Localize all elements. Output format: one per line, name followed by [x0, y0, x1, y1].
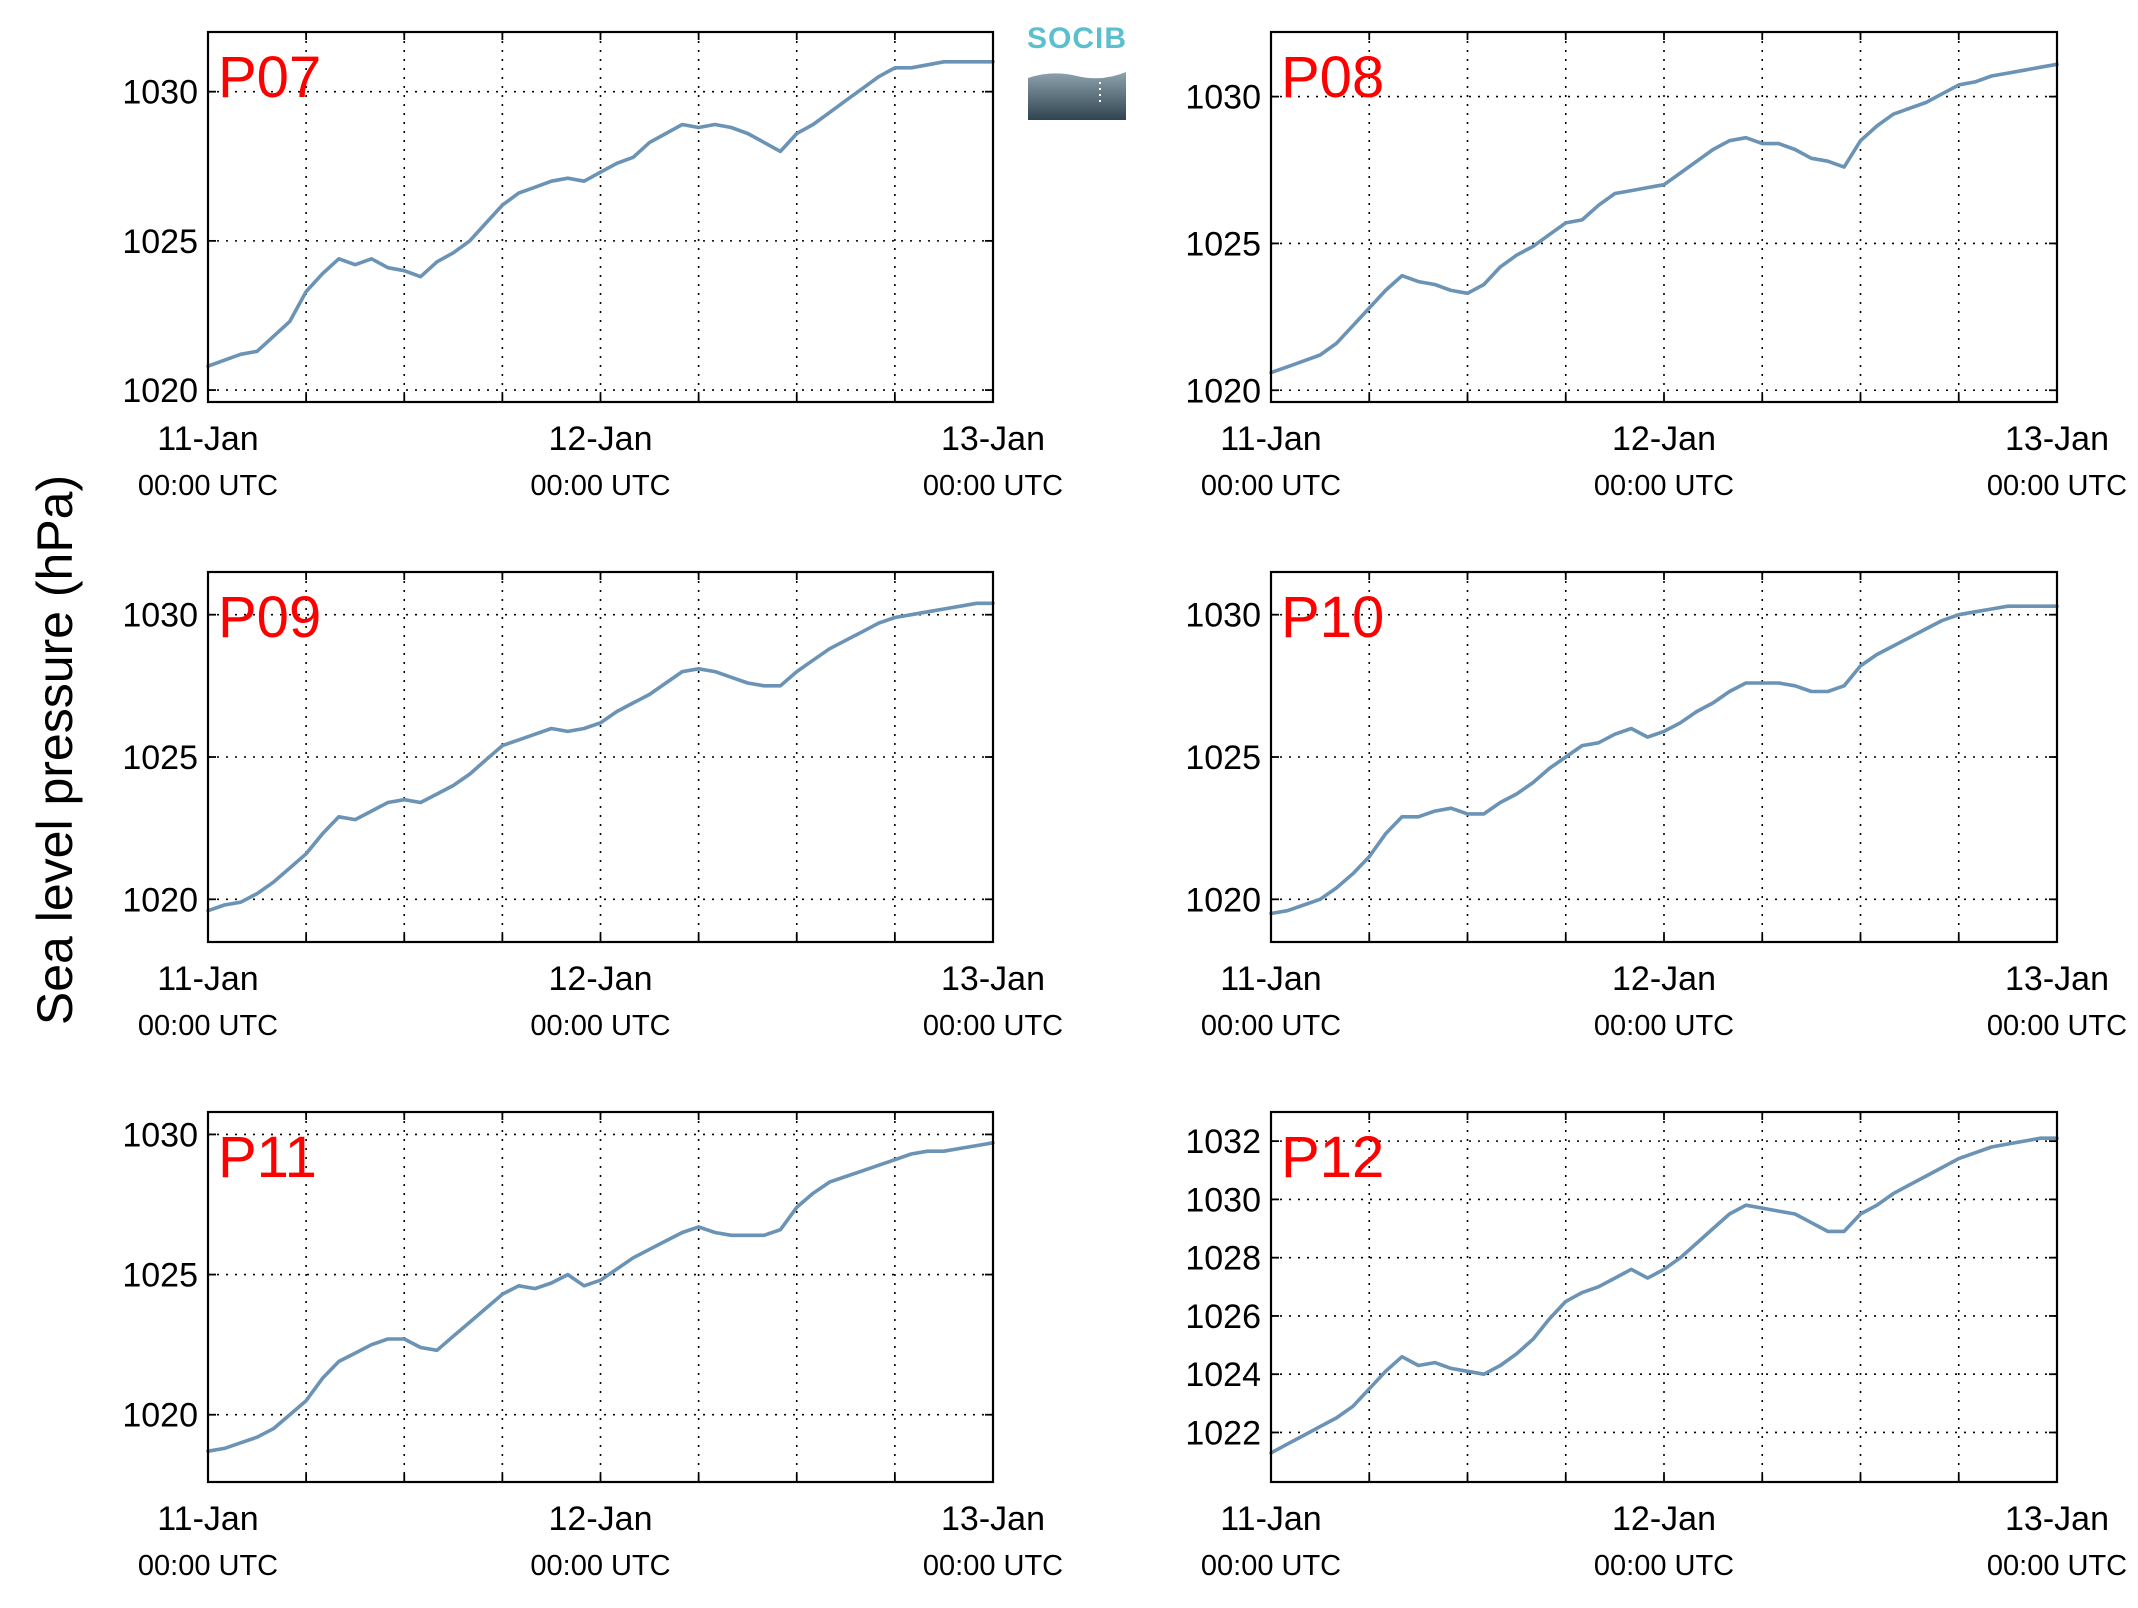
- y-tick-label: 1030: [1185, 597, 1261, 635]
- axes-frame: [1269, 1110, 2059, 1484]
- y-tick-label: 1020: [122, 881, 198, 919]
- x-tick-time-label: 00:00 UTC: [1987, 470, 2127, 502]
- x-tick-date-label: 12-Jan: [1612, 960, 1716, 998]
- y-tick-label: 1020: [122, 372, 198, 410]
- axes-frame: [206, 30, 995, 404]
- x-tick-date-label: 13-Jan: [2005, 1500, 2109, 1538]
- x-tick-time-label: 00:00 UTC: [1987, 1010, 2127, 1042]
- y-tick-label: 1030: [122, 1116, 198, 1154]
- x-tick-time-label: 00:00 UTC: [1201, 1550, 1341, 1582]
- panel-label: P10: [1281, 585, 1384, 650]
- panels: 1020 1025 1030 11-Jan 00:00 UTC 12-Jan 00:00 U…: [122, 30, 2127, 1582]
- x-tick-date-label: 11-Jan: [157, 1500, 258, 1538]
- x-tick-time-label: 00:00 UTC: [138, 1010, 278, 1042]
- logo-text: SOCIB: [1027, 22, 1127, 55]
- x-tick-time-label: 00:00 UTC: [1594, 470, 1734, 502]
- y-tick-label: 1020: [1185, 372, 1261, 410]
- panel-p08: 1020 1025 1030 11-Jan 00:00 UTC 12-Jan 00:00 U…: [1185, 30, 2127, 502]
- x-tick-date-label: 12-Jan: [549, 420, 653, 458]
- y-tick-label: 1020: [1185, 881, 1261, 919]
- y-axis-label: Sea level pressure (hPa): [27, 475, 83, 1025]
- x-tick-time-label: 00:00 UTC: [923, 1550, 1063, 1582]
- y-tick-label: 1032: [1185, 1123, 1261, 1161]
- x-tick-time-label: 00:00 UTC: [138, 1550, 278, 1582]
- y-tick-label: 1030: [1185, 1181, 1261, 1219]
- series-line-p12: [1269, 1136, 2059, 1455]
- x-tick-date-label: 11-Jan: [1220, 1500, 1321, 1538]
- series-line-p07: [206, 60, 995, 368]
- x-tick-date-label: 12-Jan: [1612, 420, 1716, 458]
- series-line-p11: [206, 1141, 995, 1453]
- y-tick-label: 1026: [1185, 1298, 1261, 1336]
- x-tick-time-label: 00:00 UTC: [1594, 1550, 1734, 1582]
- panel-label: P11: [218, 1125, 317, 1190]
- axes-frame: [206, 1110, 995, 1484]
- y-tick-label: 1024: [1185, 1356, 1261, 1394]
- socib-logo: SOCIB: [1027, 22, 1127, 120]
- y-tick-label: 1025: [122, 739, 198, 777]
- axes-frame: [1269, 570, 2059, 944]
- x-tick-time-label: 00:00 UTC: [138, 470, 278, 502]
- axes-frame: [206, 570, 995, 944]
- axes-frame: [1269, 30, 2059, 404]
- y-tick-label: 1025: [122, 1257, 198, 1295]
- x-tick-time-label: 00:00 UTC: [530, 1010, 670, 1042]
- y-tick-label: 1030: [1185, 79, 1261, 117]
- panel-p09: 1020 1025 1030 11-Jan 00:00 UTC 12-Jan 00:00 U…: [122, 570, 1063, 1042]
- x-tick-time-label: 00:00 UTC: [1594, 1010, 1734, 1042]
- x-tick-date-label: 13-Jan: [941, 960, 1045, 998]
- series-line-p08: [1269, 62, 2059, 375]
- x-tick-date-label: 12-Jan: [549, 960, 653, 998]
- y-tick-label: 1030: [122, 597, 198, 635]
- y-tick-label: 1022: [1185, 1414, 1261, 1452]
- series-line-p10: [1269, 604, 2059, 916]
- panel-p11: 1020 1025 1030 11-Jan 00:00 UTC 12-Jan 00:00 U…: [122, 1110, 1063, 1582]
- x-tick-date-label: 12-Jan: [1612, 1500, 1716, 1538]
- x-tick-date-label: 11-Jan: [157, 420, 258, 458]
- x-tick-date-label: 12-Jan: [549, 1500, 653, 1538]
- x-tick-date-label: 13-Jan: [2005, 960, 2109, 998]
- x-tick-time-label: 00:00 UTC: [1201, 1010, 1341, 1042]
- panel-p12: 1022 1024 1026 1028 1030 1032 11-Jan 00:00 UTC 1…: [1185, 1110, 2127, 1582]
- y-tick-label: 1025: [122, 223, 198, 261]
- x-tick-time-label: 00:00 UTC: [1201, 470, 1341, 502]
- x-tick-date-label: 11-Jan: [1220, 960, 1321, 998]
- logo-mark: [1028, 72, 1126, 120]
- panel-label: P07: [218, 45, 321, 110]
- y-tick-label: 1028: [1185, 1240, 1261, 1278]
- panel-p07: 1020 1025 1030 11-Jan 00:00 UTC 12-Jan 00:00 U…: [122, 30, 1063, 502]
- x-tick-time-label: 00:00 UTC: [1987, 1550, 2127, 1582]
- y-tick-label: 1025: [1185, 225, 1261, 263]
- y-tick-label: 1025: [1185, 739, 1261, 777]
- x-tick-time-label: 00:00 UTC: [923, 1010, 1063, 1042]
- panel-p10: 1020 1025 1030 11-Jan 00:00 UTC 12-Jan 00:00 U…: [1185, 570, 2127, 1042]
- y-tick-label: 1020: [122, 1397, 198, 1435]
- panel-label: P09: [218, 585, 321, 650]
- x-tick-time-label: 00:00 UTC: [923, 470, 1063, 502]
- x-tick-date-label: 13-Jan: [941, 1500, 1045, 1538]
- x-tick-time-label: 00:00 UTC: [530, 470, 670, 502]
- x-tick-time-label: 00:00 UTC: [530, 1550, 670, 1582]
- x-tick-date-label: 11-Jan: [1220, 420, 1321, 458]
- panel-label: P08: [1281, 45, 1384, 110]
- panel-label: P12: [1281, 1125, 1384, 1190]
- x-tick-date-label: 13-Jan: [2005, 420, 2109, 458]
- x-tick-date-label: 13-Jan: [941, 420, 1045, 458]
- series-line-p09: [206, 601, 995, 913]
- x-tick-date-label: 11-Jan: [157, 960, 258, 998]
- y-tick-label: 1030: [122, 74, 198, 112]
